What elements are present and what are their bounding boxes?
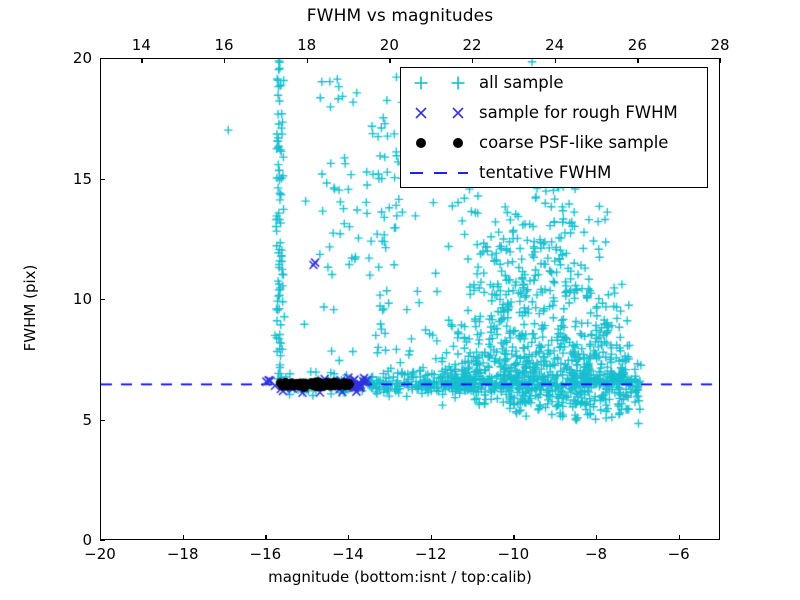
legend-item-sample-for-rough-fwhm: sample for rough FWHM [401, 98, 707, 128]
tick-mark [265, 535, 267, 540]
tick-mark [100, 178, 105, 180]
tick-mark [678, 535, 680, 540]
filled-circle-icon [416, 138, 426, 148]
legend-handle-cross [401, 98, 479, 128]
x-axis-label: magnitude (bottom:isnt / top:calib) [268, 568, 532, 586]
x-cross-icon [452, 107, 464, 119]
x-cross-icon [415, 107, 427, 119]
tick-mark [100, 535, 102, 540]
legend-label: tentative FWHM [479, 162, 612, 182]
bottom-tick-label: −14 [332, 545, 364, 563]
bottom-tick-label: −8 [584, 545, 608, 563]
y-axis-label: FWHM (pix) [21, 264, 39, 352]
tick-mark [141, 58, 143, 63]
top-tick-label: 22 [462, 36, 482, 54]
plus-icon [414, 76, 428, 90]
tick-mark [100, 299, 105, 301]
legend-handle-plus [401, 68, 479, 98]
legend-item-tentative-fwhm: tentative FWHM [401, 158, 707, 188]
bottom-tick-label: −12 [414, 545, 447, 563]
y-tick-label: 10 [72, 290, 92, 308]
top-tick-label: 18 [297, 36, 317, 54]
legend-handle-dashed-line [401, 158, 479, 188]
top-tick-label: 24 [545, 36, 565, 54]
tick-mark [430, 535, 432, 540]
y-tick-label: 5 [82, 410, 92, 429]
legend-handle-dot [401, 128, 479, 158]
y-tick-label: 20 [72, 49, 92, 67]
tick-mark [100, 58, 105, 60]
top-tick-label: 26 [627, 36, 647, 54]
tick-mark [348, 535, 350, 540]
legend-item-coarse-psf-like-sample: coarse PSF-like sample [401, 128, 707, 158]
top-tick-label: 28 [710, 36, 730, 54]
top-tick-label: 16 [214, 36, 234, 54]
tick-mark [513, 535, 515, 540]
chart-title: FWHM vs magnitudes [306, 6, 494, 26]
top-tick-label: 20 [379, 36, 399, 54]
legend-label: sample for rough FWHM [479, 102, 678, 122]
bottom-tick-label: −18 [166, 545, 199, 563]
legend-label: coarse PSF-like sample [479, 132, 669, 152]
bottom-tick-label: −10 [497, 545, 530, 563]
tick-mark [720, 58, 722, 63]
y-tick-label: 0 [82, 531, 92, 549]
tick-mark [472, 58, 474, 63]
tick-mark [306, 58, 308, 63]
y-tick-label: 15 [72, 169, 92, 188]
legend-label: all sample [479, 72, 564, 92]
top-tick-label: 14 [131, 36, 151, 54]
tick-mark [100, 540, 105, 542]
bottom-tick-label: −6 [667, 545, 690, 563]
tick-mark [596, 535, 598, 540]
tick-mark [637, 58, 639, 63]
tick-mark [554, 58, 556, 63]
bottom-tick-label: −16 [249, 545, 282, 563]
legend-item-all-sample: all sample [401, 68, 707, 98]
tick-mark [182, 535, 184, 540]
tick-mark [389, 58, 391, 63]
dashed-line-icon [410, 172, 468, 174]
bottom-tick-label: −20 [84, 545, 116, 563]
legend: all sample sample for rough FWHM [400, 67, 708, 188]
tick-mark [100, 419, 105, 421]
plus-icon [451, 76, 465, 90]
tick-mark [224, 58, 226, 63]
filled-circle-icon [453, 138, 463, 148]
